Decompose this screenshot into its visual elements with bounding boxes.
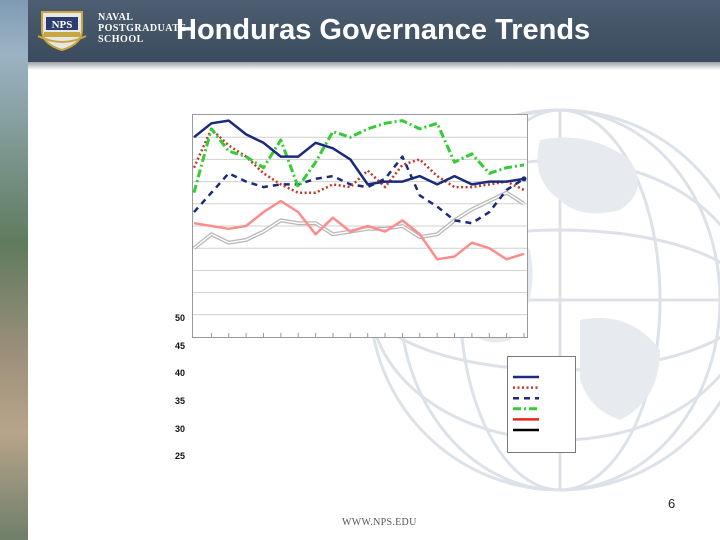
- school-name: NAVAL POSTGRADUATE SCHOOL: [98, 12, 187, 45]
- campus-photo-strip: [0, 0, 28, 540]
- chart-legend: [507, 356, 576, 453]
- y-tick-label: 40: [175, 368, 186, 378]
- series-end-point: [521, 176, 527, 182]
- line-chart-plot-area: [192, 114, 528, 338]
- footer-url: WWW.NPS.EDU: [342, 517, 417, 528]
- y-tick-label: 30: [175, 424, 186, 434]
- school-name-line: POSTGRADUATE: [98, 23, 187, 34]
- series-line: [193, 119, 525, 194]
- line-chart-svg: [193, 119, 527, 337]
- svg-text:NPS: NPS: [52, 19, 73, 31]
- y-tick-label: 25: [175, 451, 186, 459]
- header-bar: [28, 0, 720, 62]
- page-number: 6: [668, 496, 676, 511]
- page-title: Honduras Governance Trends: [176, 14, 591, 46]
- header-shadow: [28, 62, 720, 70]
- series-line: [193, 155, 525, 225]
- legend-svg: [513, 375, 539, 432]
- school-name-line: SCHOOL: [98, 34, 144, 45]
- series-line: [193, 199, 525, 261]
- series-line: [193, 119, 525, 186]
- series-line-inner: [193, 191, 525, 249]
- y-tick-label: 50: [175, 313, 186, 323]
- school-name-line: NAVAL: [98, 12, 134, 23]
- y-tick-label: 45: [175, 341, 186, 351]
- nps-shield-logo-icon: NPS: [37, 11, 87, 52]
- y-tick-label: 35: [175, 396, 186, 406]
